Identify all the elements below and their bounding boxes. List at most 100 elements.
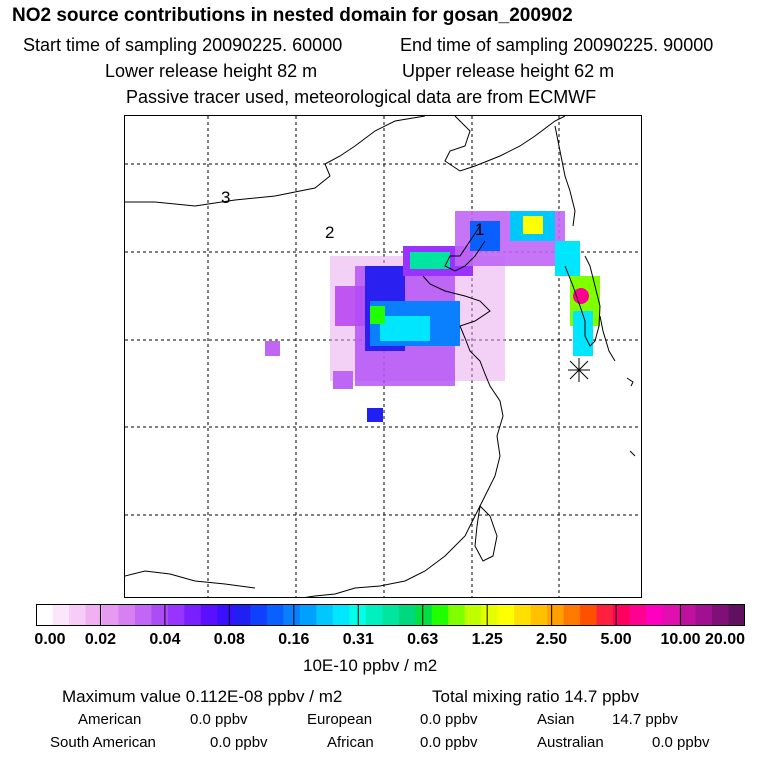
island-coast — [629, 450, 636, 457]
coastlines — [125, 116, 636, 597]
colorbar-swatch — [167, 604, 185, 626]
colorbar-tick-label: 1.25 — [471, 631, 503, 648]
colorbar-swatch — [52, 604, 70, 626]
plume-cell — [265, 341, 280, 356]
colorbar-swatch — [580, 604, 598, 626]
plume-cell — [523, 216, 543, 234]
plume-peak — [573, 288, 589, 304]
start-time: Start time of sampling 20090225. 60000 — [23, 35, 343, 55]
colorbar-swatch — [68, 604, 87, 626]
colorbar-swatch — [332, 604, 350, 626]
border-line — [125, 570, 256, 589]
plume-cell — [555, 241, 580, 276]
colorbar-swatch — [250, 604, 268, 626]
american-value: 0.0 ppbv — [190, 711, 248, 728]
colorbar-tick-label: 0.63 — [407, 631, 439, 648]
colorbar-swatch — [101, 604, 120, 626]
african-label: African — [327, 734, 374, 751]
asian-value: 14.7 ppbv — [612, 711, 678, 728]
colorbar-tick-label: 0.08 — [213, 631, 245, 648]
colorbar-border — [36, 604, 745, 626]
asian-label: Asian — [537, 711, 575, 728]
upper-release-height: Upper release height 62 m — [402, 61, 615, 81]
border-line — [554, 125, 576, 227]
colorbar-tick-label: 0.16 — [278, 631, 310, 648]
colorbar-tick-label: 0.04 — [149, 631, 181, 648]
american-label: American — [78, 711, 142, 728]
european-value: 0.0 ppbv — [420, 711, 478, 728]
colorbar-swatch — [728, 604, 745, 626]
plume-cell — [410, 252, 450, 269]
grid-lines — [125, 116, 641, 597]
european-label: European — [307, 711, 373, 728]
map-panel: 3 2 1 — [124, 115, 642, 598]
plume-cell — [380, 316, 430, 341]
border-line — [125, 116, 426, 207]
korea-coast — [599, 315, 616, 362]
plume-cell — [370, 306, 385, 324]
region-label-3: 3 — [221, 188, 231, 207]
colorbar-swatch — [85, 604, 103, 626]
colorbar-label: 10E-10 ppbv / m2 — [303, 656, 438, 675]
border-line — [444, 116, 566, 172]
total-mixing-ratio: Total mixing ratio 14.7 ppbv — [432, 687, 639, 706]
chart-title: NO2 source contributions in nested domai… — [12, 5, 573, 26]
colorbar-swatch — [547, 604, 565, 626]
colorbar-swatch — [563, 604, 581, 626]
colorbar-swatch — [712, 604, 730, 626]
colorbar-swatch — [629, 604, 647, 626]
region-label-1: 1 — [475, 220, 485, 239]
colorbar-swatch — [530, 604, 548, 626]
end-time: End time of sampling 20090225. 90000 — [400, 35, 714, 55]
region-label-2: 2 — [325, 223, 335, 242]
colorbar-swatch — [233, 604, 251, 626]
colorbar-swatch — [184, 604, 202, 626]
colorbar-swatch — [118, 604, 136, 626]
taiwan-coast — [474, 504, 498, 562]
colorbar-swatch — [398, 604, 416, 626]
plume-cell — [573, 311, 593, 356]
coast-line — [304, 275, 504, 597]
australian-label: Australian — [537, 734, 604, 751]
colorbar-swatch — [596, 604, 614, 626]
australian-value: 0.0 ppbv — [652, 734, 710, 751]
maximum-value: Maximum value 0.112E-08 ppbv / m2 — [62, 687, 343, 706]
korea-coast — [564, 255, 601, 347]
colorbar-swatch — [448, 604, 466, 626]
colorbar-swatch — [514, 604, 532, 626]
colorbar-tick-label: 0.00 — [34, 631, 66, 648]
colorbar-tick-label: 5.00 — [600, 631, 632, 648]
colorbar-tick-label: 10.00 — [660, 631, 701, 648]
colorbar-swatch — [365, 604, 383, 626]
colorbar-swatch — [217, 604, 235, 626]
data-source-note: Passive tracer used, meteorological data… — [126, 87, 597, 107]
star-stroke — [569, 360, 589, 380]
colorbar-swatch — [646, 604, 664, 626]
plume-cell — [333, 371, 353, 389]
colorbar-swatch — [431, 604, 449, 626]
colorbar-swatch — [679, 604, 697, 626]
colorbar-swatch — [283, 604, 301, 626]
colorbar-swatch — [613, 604, 631, 626]
colorbar-swatch — [151, 604, 169, 626]
colorbar-swatch — [200, 604, 218, 626]
south-american-label: South American — [50, 734, 156, 751]
colorbar-swatch — [316, 604, 334, 626]
colorbar-swatch — [266, 604, 284, 626]
concentration-field — [265, 211, 600, 422]
colorbar-swatch — [415, 604, 433, 626]
colorbar-tick-label: 2.50 — [536, 631, 568, 648]
receptor-star — [568, 358, 590, 382]
map-svg — [125, 116, 641, 597]
african-value: 0.0 ppbv — [420, 734, 478, 751]
colorbar-tick-label: 0.31 — [342, 631, 374, 648]
coast-line — [444, 225, 486, 272]
colorbar-tick-label: 20.00 — [704, 631, 746, 648]
island-coast — [626, 377, 634, 387]
colorbar-swatch — [695, 604, 713, 626]
colorbar-swatch — [497, 604, 515, 626]
colorbar-tick-label: 0.02 — [84, 631, 117, 648]
colorbar-swatch — [134, 604, 153, 626]
colorbar-swatch — [464, 604, 482, 626]
colorbar-swatch — [382, 604, 400, 626]
